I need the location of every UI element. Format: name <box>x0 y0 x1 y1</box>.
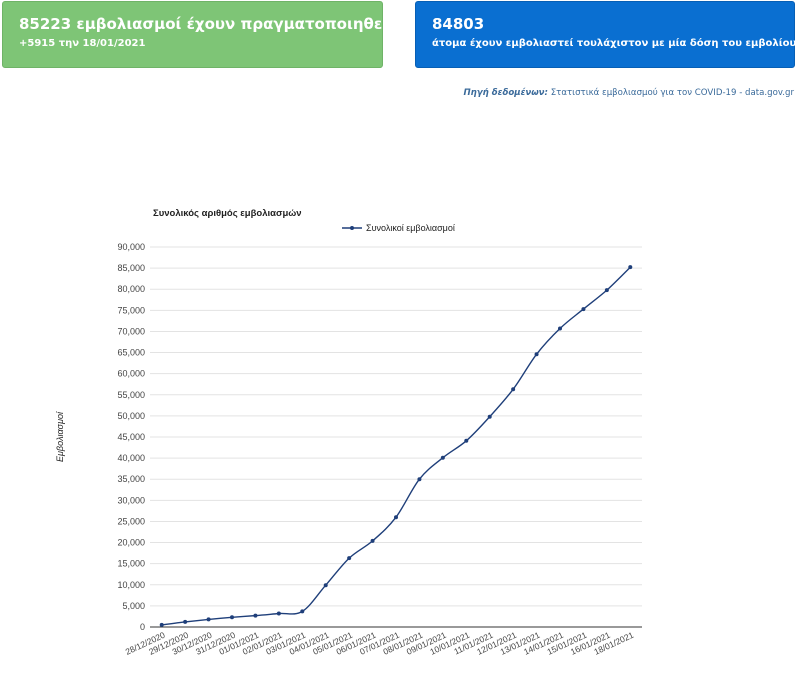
legend-label: Συνολικοί εμβολιασμοί <box>366 223 455 233</box>
y-tick-label: 0 <box>140 622 145 632</box>
data-point <box>300 609 305 614</box>
data-source-label: Πηγή δεδομένων: <box>463 88 548 98</box>
data-point <box>628 265 633 270</box>
data-point <box>394 515 398 520</box>
data-point <box>581 307 586 312</box>
y-tick-label: 45,000 <box>117 432 145 442</box>
y-tick-label: 20,000 <box>117 538 145 548</box>
y-tick-label: 65,000 <box>117 348 145 358</box>
data-point <box>323 583 328 588</box>
y-tick-label: 75,000 <box>117 305 145 315</box>
data-point <box>347 556 352 561</box>
first-dose-card: 84803 άτομα έχουν εμβολιαστεί τουλάχιστο… <box>415 1 797 68</box>
data-point <box>370 538 375 543</box>
grid-lines <box>150 246 642 628</box>
data-point <box>230 615 234 620</box>
total-vaccinations-headline: 85223 εμβολιασμοί έχουν πραγματοποιηθεί <box>19 15 389 33</box>
y-tick-label: 30,000 <box>117 495 145 505</box>
data-point <box>417 477 422 482</box>
data-point <box>487 414 492 419</box>
data-point <box>534 352 539 357</box>
y-tick-label: 5,000 <box>122 601 145 611</box>
data-point <box>159 622 164 627</box>
first-dose-caption: άτομα έχουν εμβολιαστεί τουλάχιστον με μ… <box>432 38 797 49</box>
data-point <box>604 288 609 293</box>
y-tick-label: 70,000 <box>117 326 145 336</box>
daily-increase-text: +5915 την 18/01/2021 <box>19 38 146 49</box>
total-vaccinations-card: 85223 εμβολιασμοί έχουν πραγματοποιηθεί … <box>2 1 389 68</box>
series-layer <box>159 265 633 627</box>
series-line <box>161 266 631 626</box>
y-tick-label: 55,000 <box>117 390 145 400</box>
y-axis-label: Εμβολιασμοί <box>55 411 65 462</box>
data-point <box>464 438 469 443</box>
y-tick-label: 80,000 <box>117 284 145 294</box>
chart-legend: Συνολικοί εμβολιασμοί <box>342 223 455 233</box>
data-point <box>276 611 281 616</box>
data-point <box>558 326 562 331</box>
data-point <box>511 387 516 392</box>
x-tick-labels: 28/12/202029/12/202030/12/202031/12/2020… <box>124 630 636 657</box>
y-tick-label: 50,000 <box>117 411 145 421</box>
chart-title: Συνολικός αριθμός εμβολιασμών <box>153 208 302 219</box>
data-point <box>183 619 188 624</box>
y-tick-label: 60,000 <box>117 369 145 379</box>
legend-marker <box>350 226 354 230</box>
data-source-link[interactable]: Στατιστικά εμβολιασμού για τον COVID-19 … <box>550 88 794 98</box>
data-point <box>206 617 211 622</box>
y-tick-labels: 0 5,000 10,000 15,000 20,000 25,000 30,000 35,0… <box>117 242 145 632</box>
y-tick-label: 10,000 <box>117 580 145 590</box>
y-tick-label: 35,000 <box>117 474 145 484</box>
y-tick-label: 85,000 <box>117 263 145 273</box>
data-source: Πηγή δεδομένων: Στατιστικά εμβολιασμού γ… <box>463 88 794 98</box>
y-tick-label: 15,000 <box>117 559 145 569</box>
data-point <box>440 455 445 460</box>
data-point <box>253 613 258 618</box>
y-tick-label: 90,000 <box>117 242 145 252</box>
y-tick-label: 40,000 <box>117 453 145 463</box>
y-tick-label: 25,000 <box>117 516 145 526</box>
first-dose-count: 84803 <box>432 15 485 33</box>
